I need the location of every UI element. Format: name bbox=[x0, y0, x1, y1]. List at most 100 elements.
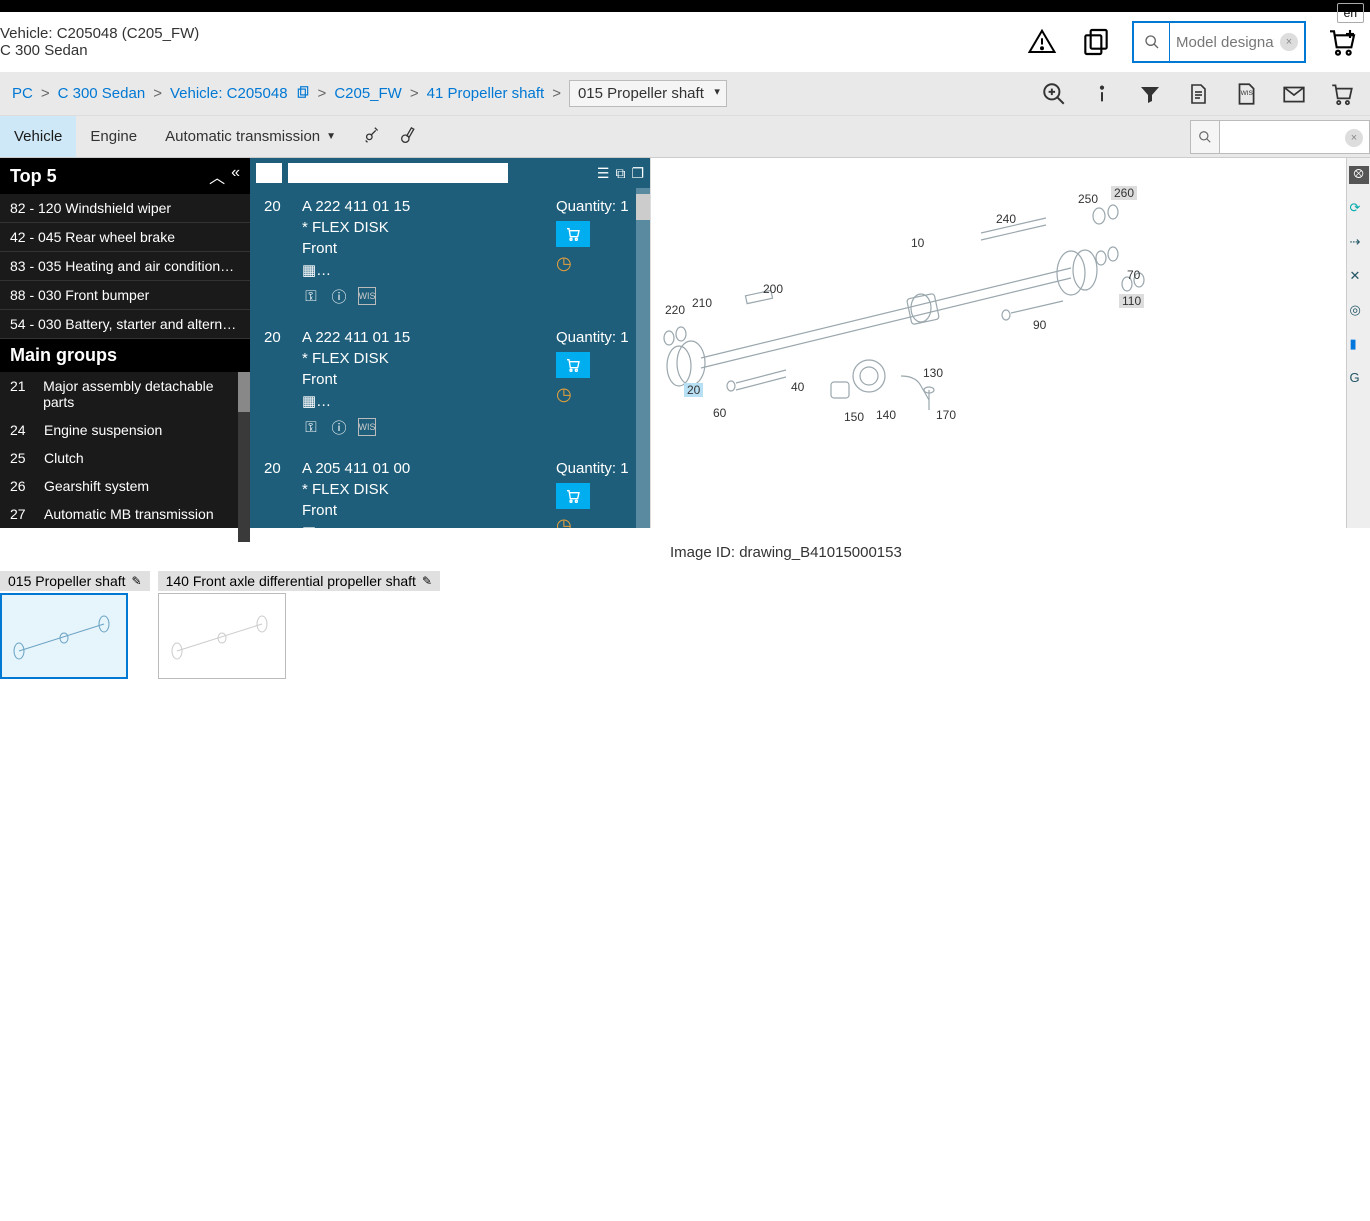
thumbnail-image[interactable] bbox=[158, 593, 286, 679]
breadcrumb-dropdown[interactable]: 015 Propeller shaft bbox=[569, 80, 727, 107]
clock-icon[interactable]: ◷ bbox=[556, 515, 572, 528]
wis-icon[interactable]: WIS bbox=[1232, 80, 1260, 108]
info-icon[interactable] bbox=[1088, 80, 1116, 108]
parts-item[interactable]: 20A 222 411 01 15* FLEX DISKFront▦…⚿ⓘWIS… bbox=[250, 319, 650, 450]
window-icon[interactable]: ❐ bbox=[631, 165, 644, 182]
wis-small-icon[interactable]: WIS bbox=[358, 287, 376, 305]
maingroup-item[interactable]: 21Major assembly detachable parts bbox=[0, 372, 250, 416]
top5-item[interactable]: 42 - 045 Rear wheel brake bbox=[0, 223, 250, 252]
tab-vehicle[interactable]: Vehicle bbox=[0, 116, 76, 157]
diagram-callout[interactable]: 60 bbox=[713, 406, 726, 420]
tab-search-icon[interactable] bbox=[1190, 120, 1220, 154]
maingroup-item[interactable]: 29Pedal assembly bbox=[0, 528, 250, 542]
thumbnail-image[interactable] bbox=[0, 593, 128, 679]
part-grid-icon[interactable]: ▦… bbox=[302, 392, 542, 410]
cart-icon[interactable] bbox=[1328, 80, 1356, 108]
diagram-callout[interactable]: 170 bbox=[936, 408, 956, 422]
diagram-callout[interactable]: 110 bbox=[1119, 294, 1144, 308]
document-icon[interactable] bbox=[1184, 80, 1212, 108]
bolt-tool-icon[interactable] bbox=[398, 124, 420, 149]
diagram-callout[interactable]: 210 bbox=[692, 296, 712, 310]
diagram-area[interactable]: 260 250 240 10 70 110 90 200 210 220 20 60 40 150 140 1… bbox=[650, 158, 1346, 528]
diagram-callout[interactable]: 90 bbox=[1033, 318, 1046, 332]
list-view-icon[interactable]: ☰ bbox=[597, 165, 610, 182]
search-icon[interactable] bbox=[1134, 23, 1170, 61]
part-grid-icon[interactable]: ▦… bbox=[302, 261, 542, 279]
breadcrumb-item[interactable]: C 300 Sedan bbox=[58, 85, 146, 102]
close-panel-icon[interactable]: ⮾ bbox=[1349, 166, 1369, 184]
diagram-callout[interactable]: 250 bbox=[1078, 192, 1098, 206]
breadcrumb-item[interactable]: PC bbox=[12, 85, 33, 102]
thumbnail-caption[interactable]: 140 Front axle differential propeller sh… bbox=[158, 571, 440, 591]
add-to-cart-button[interactable] bbox=[556, 483, 590, 509]
tab-search-clear-icon[interactable]: × bbox=[1345, 129, 1363, 147]
copy-icon[interactable] bbox=[1078, 24, 1114, 60]
filter-icon[interactable] bbox=[1136, 80, 1164, 108]
maingroups-header: Main groups bbox=[0, 339, 250, 372]
collapse-up-icon[interactable]: ︿ bbox=[209, 164, 225, 188]
diagram-callout[interactable]: 10 bbox=[911, 236, 924, 250]
breadcrumb-item[interactable]: Vehicle: C205048 bbox=[170, 85, 288, 102]
cart-add-icon[interactable] bbox=[1324, 24, 1360, 60]
maingroup-item[interactable]: 27Automatic MB transmission bbox=[0, 500, 250, 528]
crop-icon[interactable]: ✕ bbox=[1350, 268, 1368, 286]
breadcrumb-item[interactable]: C205_FW bbox=[334, 85, 402, 102]
diagram-callout[interactable]: 240 bbox=[996, 212, 1016, 226]
warning-icon[interactable] bbox=[1024, 24, 1060, 60]
tab-engine[interactable]: Engine bbox=[76, 116, 151, 157]
parts-header-col2[interactable] bbox=[288, 163, 508, 183]
part-description: * FLEX DISK bbox=[302, 481, 542, 498]
wis-small-icon[interactable]: WIS bbox=[358, 418, 376, 436]
diagram-callout[interactable]: 40 bbox=[791, 380, 804, 394]
info-circle-icon[interactable]: ⓘ bbox=[330, 418, 348, 436]
search-clear-icon[interactable]: × bbox=[1280, 33, 1298, 51]
edit-icon[interactable]: ✎ bbox=[132, 574, 142, 588]
tab-search-input[interactable]: × bbox=[1220, 120, 1370, 154]
target-icon[interactable]: ◎ bbox=[1350, 302, 1368, 320]
diagram-callout[interactable]: 260 bbox=[1111, 186, 1137, 200]
part-grid-icon[interactable]: ▦… bbox=[302, 523, 542, 528]
clock-icon[interactable]: ◷ bbox=[556, 384, 572, 405]
collapse-left-icon[interactable]: « bbox=[231, 164, 240, 188]
parts-item[interactable]: 20A 205 411 01 00* FLEX DISKFront▦…⚿ⓘWIS… bbox=[250, 450, 650, 528]
add-to-cart-button[interactable] bbox=[556, 221, 590, 247]
breadcrumb-item[interactable]: 41 Propeller shaft bbox=[427, 85, 545, 102]
diagram-callout[interactable]: 200 bbox=[763, 282, 783, 296]
link-icon[interactable]: ⇢ bbox=[1350, 234, 1368, 252]
breadcrumb-copy-icon[interactable] bbox=[296, 85, 310, 103]
maingroup-item[interactable]: 24Engine suspension bbox=[0, 416, 250, 444]
top5-item[interactable]: 54 - 030 Battery, starter and alternator… bbox=[0, 310, 250, 339]
popout-icon[interactable]: ⧉ bbox=[615, 165, 625, 182]
diagram-callout[interactable]: 20 bbox=[684, 383, 703, 397]
mail-icon[interactable] bbox=[1280, 80, 1308, 108]
model-search-input[interactable] bbox=[1170, 23, 1280, 61]
top5-item[interactable]: 83 - 035 Heating and air conditioner h..… bbox=[0, 252, 250, 281]
thumbnail-caption[interactable]: 015 Propeller shaft✎ bbox=[0, 571, 150, 591]
maingroup-item[interactable]: 26Gearshift system bbox=[0, 472, 250, 500]
diagram-callout[interactable]: 70 bbox=[1127, 268, 1140, 282]
clock-icon[interactable]: ◷ bbox=[556, 253, 572, 274]
refresh-icon[interactable]: ⟳ bbox=[1350, 200, 1368, 218]
tab-automatic-transmission[interactable]: Automatic transmission▼ bbox=[151, 116, 350, 157]
maingroups-scrollbar[interactable] bbox=[238, 372, 250, 542]
zoom-in-icon[interactable] bbox=[1040, 80, 1068, 108]
language-selector[interactable]: en bbox=[1337, 3, 1364, 23]
maingroup-item[interactable]: 25Clutch bbox=[0, 444, 250, 472]
info-circle-icon[interactable]: ⓘ bbox=[330, 287, 348, 305]
globe-icon[interactable]: G bbox=[1350, 370, 1368, 388]
add-to-cart-button[interactable] bbox=[556, 352, 590, 378]
key-icon[interactable]: ⚿ bbox=[302, 418, 320, 436]
top5-item[interactable]: 82 - 120 Windshield wiper bbox=[0, 194, 250, 223]
diagram-callout[interactable]: 220 bbox=[665, 303, 685, 317]
top5-item[interactable]: 88 - 030 Front bumper bbox=[0, 281, 250, 310]
spark-tool-icon[interactable] bbox=[362, 124, 384, 149]
parts-header-col1[interactable] bbox=[256, 163, 282, 183]
diagram-callout[interactable]: 140 bbox=[876, 408, 896, 422]
key-icon[interactable]: ⚿ bbox=[302, 287, 320, 305]
parts-item[interactable]: 20A 222 411 01 15* FLEX DISKFront▦…⚿ⓘWIS… bbox=[250, 188, 650, 319]
diagram-callout[interactable]: 150 bbox=[844, 410, 864, 424]
diagram-callout[interactable]: 130 bbox=[923, 366, 943, 380]
tool-blue-icon[interactable]: ▮ bbox=[1350, 336, 1368, 354]
parts-scrollbar[interactable] bbox=[636, 188, 650, 528]
edit-icon[interactable]: ✎ bbox=[422, 574, 432, 588]
